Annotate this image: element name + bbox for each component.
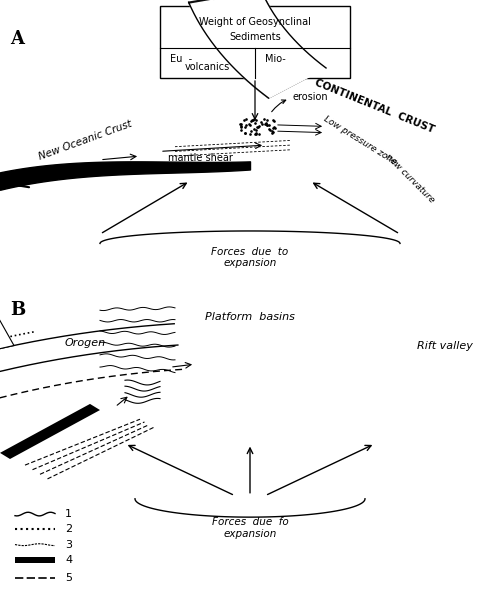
- Text: 4: 4: [65, 555, 72, 565]
- Text: Low pressure zone: Low pressure zone: [322, 114, 398, 166]
- Polygon shape: [188, 0, 326, 98]
- Text: new curvature: new curvature: [384, 152, 436, 204]
- Text: Forces  due  fo
expansion: Forces due fo expansion: [212, 517, 288, 539]
- Text: B: B: [10, 301, 25, 319]
- Text: CONTINENTAL  CRUST: CONTINENTAL CRUST: [314, 78, 436, 135]
- Text: Eu  -: Eu -: [170, 54, 192, 64]
- Polygon shape: [190, 0, 326, 98]
- Text: Orogen: Orogen: [64, 338, 106, 348]
- Bar: [160, 6, 350, 78]
- Text: Sediments: Sediments: [229, 32, 281, 42]
- Text: 1: 1: [65, 509, 72, 519]
- Text: Rift valley: Rift valley: [417, 341, 473, 351]
- Text: Weight of Geosynclinal: Weight of Geosynclinal: [199, 17, 311, 27]
- Text: 2: 2: [65, 524, 72, 534]
- Polygon shape: [15, 557, 55, 563]
- Text: mantle shear: mantle shear: [168, 152, 232, 163]
- Text: Forces  due  to
expansion: Forces due to expansion: [212, 247, 288, 268]
- Polygon shape: [0, 404, 100, 459]
- Text: A: A: [10, 30, 24, 48]
- Text: New Oceanic Crust: New Oceanic Crust: [37, 119, 133, 162]
- Text: volcanics: volcanics: [185, 62, 230, 72]
- Text: 3: 3: [65, 540, 72, 550]
- Polygon shape: [0, 311, 14, 354]
- Text: Mio-: Mio-: [265, 54, 286, 64]
- Text: erosion: erosion: [272, 92, 328, 112]
- Text: Platform  basins: Platform basins: [205, 312, 295, 322]
- Text: 5: 5: [65, 573, 72, 583]
